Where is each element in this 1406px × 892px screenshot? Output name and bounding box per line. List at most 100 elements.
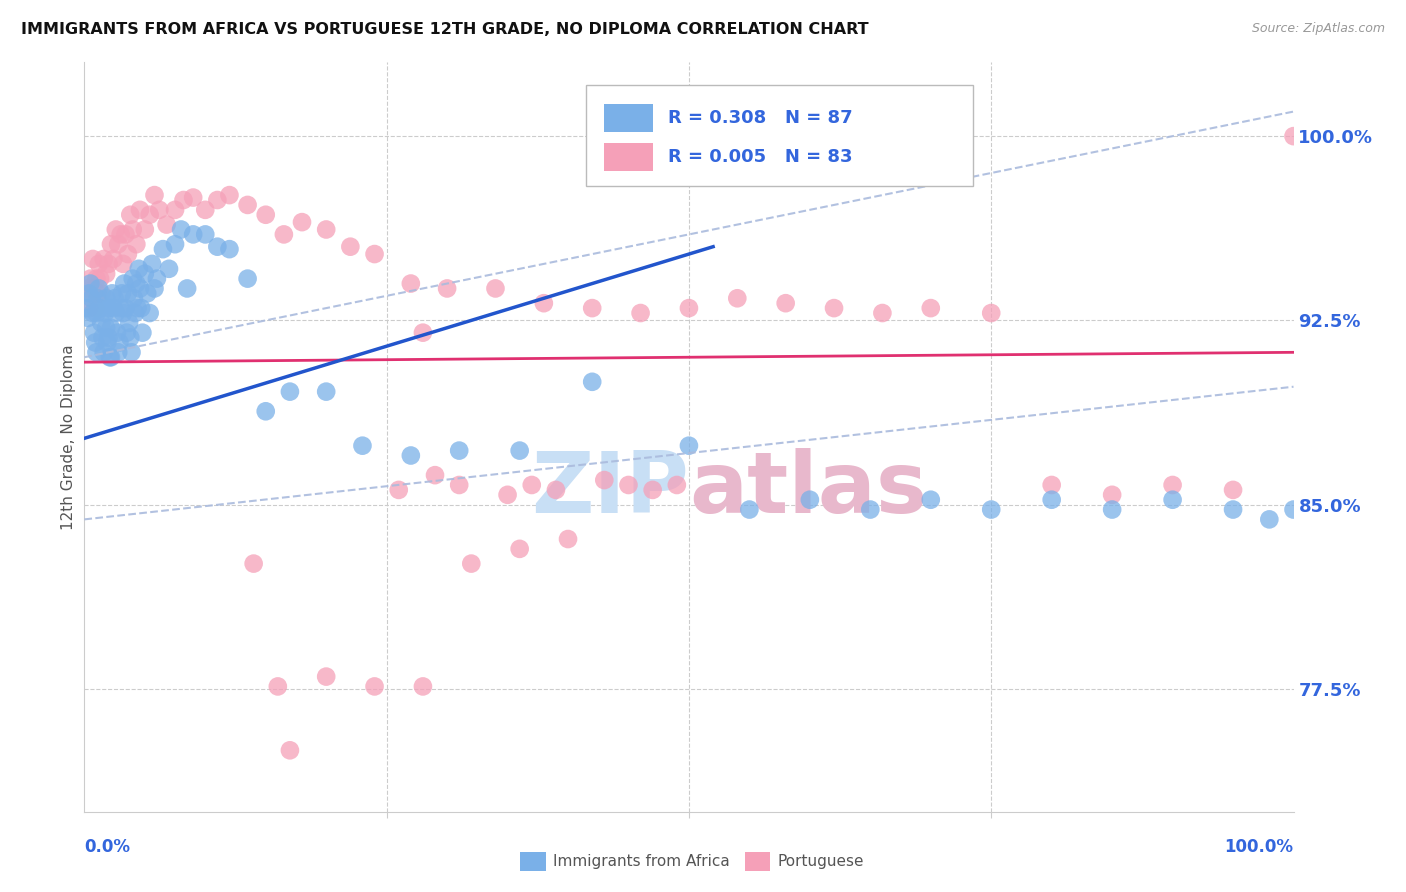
Point — [93, 345, 115, 359]
Point — [173, 193, 195, 207]
Point — [87, 257, 110, 271]
Point — [121, 271, 143, 285]
Point — [146, 271, 169, 285]
Point — [86, 291, 108, 305]
Point — [630, 306, 652, 320]
Point — [665, 478, 688, 492]
Point — [84, 301, 107, 315]
Point — [104, 291, 127, 305]
Point — [352, 439, 374, 453]
Point — [114, 227, 136, 242]
Text: 100.0%: 100.0% — [1225, 838, 1294, 855]
Point — [1040, 492, 1063, 507]
Point — [1222, 502, 1244, 516]
Point — [1282, 502, 1305, 516]
Point — [1101, 488, 1123, 502]
Point — [678, 439, 700, 453]
Point — [141, 257, 163, 271]
Point — [557, 532, 579, 546]
Point — [86, 306, 108, 320]
Point — [194, 227, 217, 242]
Point — [509, 443, 531, 458]
Point — [134, 267, 156, 281]
Point — [799, 492, 821, 507]
Point — [77, 310, 100, 325]
Point — [103, 252, 125, 266]
Point — [641, 483, 664, 497]
Point — [533, 296, 555, 310]
Point — [117, 286, 139, 301]
Point — [125, 237, 148, 252]
Point — [82, 252, 104, 266]
Point — [83, 281, 105, 295]
Point — [581, 375, 603, 389]
Point — [87, 281, 110, 295]
Point — [291, 215, 314, 229]
Point — [617, 478, 640, 492]
Point — [98, 350, 121, 364]
Point — [77, 301, 100, 315]
Point — [111, 286, 134, 301]
Text: atlas: atlas — [689, 448, 927, 531]
Point — [105, 326, 128, 340]
Point — [267, 680, 290, 694]
Point — [125, 277, 148, 291]
Point — [678, 301, 700, 315]
Point — [218, 188, 240, 202]
Point — [96, 335, 118, 350]
Point — [107, 237, 129, 252]
Point — [388, 483, 411, 497]
Point — [980, 306, 1002, 320]
Point — [872, 306, 894, 320]
Point — [1222, 483, 1244, 497]
Point — [460, 557, 482, 571]
Point — [775, 296, 797, 310]
Point — [509, 541, 531, 556]
Point — [136, 286, 159, 301]
Point — [120, 330, 142, 344]
Point — [520, 478, 543, 492]
Point — [163, 237, 186, 252]
Point — [163, 202, 186, 217]
Point — [112, 277, 135, 291]
Point — [170, 222, 193, 236]
Point — [593, 473, 616, 487]
Point — [399, 277, 422, 291]
FancyBboxPatch shape — [605, 143, 652, 171]
Point — [97, 330, 120, 344]
Point — [143, 281, 166, 295]
Point — [122, 291, 145, 305]
Point — [363, 247, 385, 261]
Point — [155, 218, 177, 232]
Point — [315, 384, 337, 399]
Point — [86, 286, 108, 301]
Point — [423, 468, 446, 483]
Point — [544, 483, 567, 497]
Point — [138, 306, 160, 320]
Point — [859, 502, 882, 516]
Point — [110, 301, 132, 315]
Point — [1101, 502, 1123, 516]
Point — [114, 301, 136, 315]
Point — [94, 320, 117, 334]
Text: 0.0%: 0.0% — [84, 838, 131, 855]
Point — [1040, 478, 1063, 492]
Point — [84, 335, 107, 350]
Point — [738, 502, 761, 516]
Point — [148, 202, 170, 217]
Point — [76, 301, 98, 315]
Point — [108, 335, 131, 350]
Point — [117, 247, 139, 261]
Point — [100, 320, 122, 334]
Point — [94, 291, 117, 305]
Point — [86, 271, 108, 285]
Point — [131, 326, 153, 340]
Point — [143, 188, 166, 202]
Point — [399, 449, 422, 463]
Text: Source: ZipAtlas.com: Source: ZipAtlas.com — [1251, 22, 1385, 36]
Point — [436, 281, 458, 295]
Point — [101, 286, 124, 301]
Text: IMMIGRANTS FROM AFRICA VS PORTUGUESE 12TH GRADE, NO DIPLOMA CORRELATION CHART: IMMIGRANTS FROM AFRICA VS PORTUGUESE 12T… — [21, 22, 869, 37]
Point — [1161, 478, 1184, 492]
Point — [496, 488, 519, 502]
